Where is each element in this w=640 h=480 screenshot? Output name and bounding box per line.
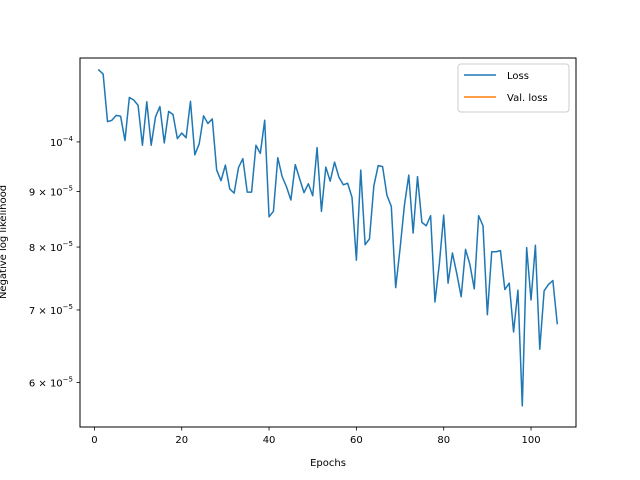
y-axis: 6 × 10−5 7 × 10−5 8 × 10−5 9 × 10−5 10−4 <box>29 135 80 390</box>
legend-box <box>457 63 570 113</box>
x-tick-label: 20 <box>175 435 188 446</box>
y-tick-label: 9 × 10−5 <box>29 185 73 199</box>
x-tick-label: 60 <box>350 435 363 446</box>
y-tick-label: 10−4 <box>50 135 74 149</box>
y-axis-label: Negative log likelihood <box>0 185 9 299</box>
y-tick-label: 8 × 10−5 <box>29 240 73 254</box>
x-tick-label: 40 <box>263 435 276 446</box>
x-tick-label: 0 <box>91 435 97 446</box>
legend-label-loss: Loss <box>507 71 529 82</box>
x-axis-label: Epochs <box>310 458 346 469</box>
y-tick-label: 7 × 10−5 <box>29 303 73 317</box>
x-tick-label: 80 <box>437 435 450 446</box>
series-layer <box>97 68 559 407</box>
x-axis: 0 20 40 60 80 100 <box>91 427 541 446</box>
series-line-loss <box>97 68 559 407</box>
y-tick-label: 6 × 10−5 <box>29 376 73 390</box>
axes-frame <box>79 57 577 428</box>
legend: Loss Val. loss <box>457 63 570 113</box>
legend-label-val-loss: Val. loss <box>507 93 548 104</box>
x-tick-label: 100 <box>521 435 540 446</box>
